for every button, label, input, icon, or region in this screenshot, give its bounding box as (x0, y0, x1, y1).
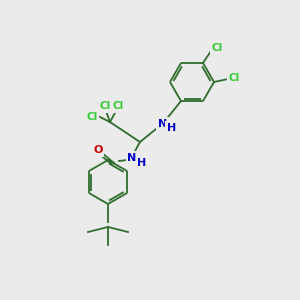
Text: Cl: Cl (112, 101, 124, 111)
Text: Cl: Cl (228, 73, 240, 83)
Text: Cl: Cl (86, 112, 98, 122)
Text: Cl: Cl (212, 43, 223, 53)
Text: Cl: Cl (99, 101, 111, 111)
Text: H: H (167, 122, 176, 133)
Text: N: N (128, 153, 136, 163)
Text: H: H (137, 158, 147, 168)
Text: O: O (93, 145, 103, 155)
Text: N: N (158, 118, 167, 128)
